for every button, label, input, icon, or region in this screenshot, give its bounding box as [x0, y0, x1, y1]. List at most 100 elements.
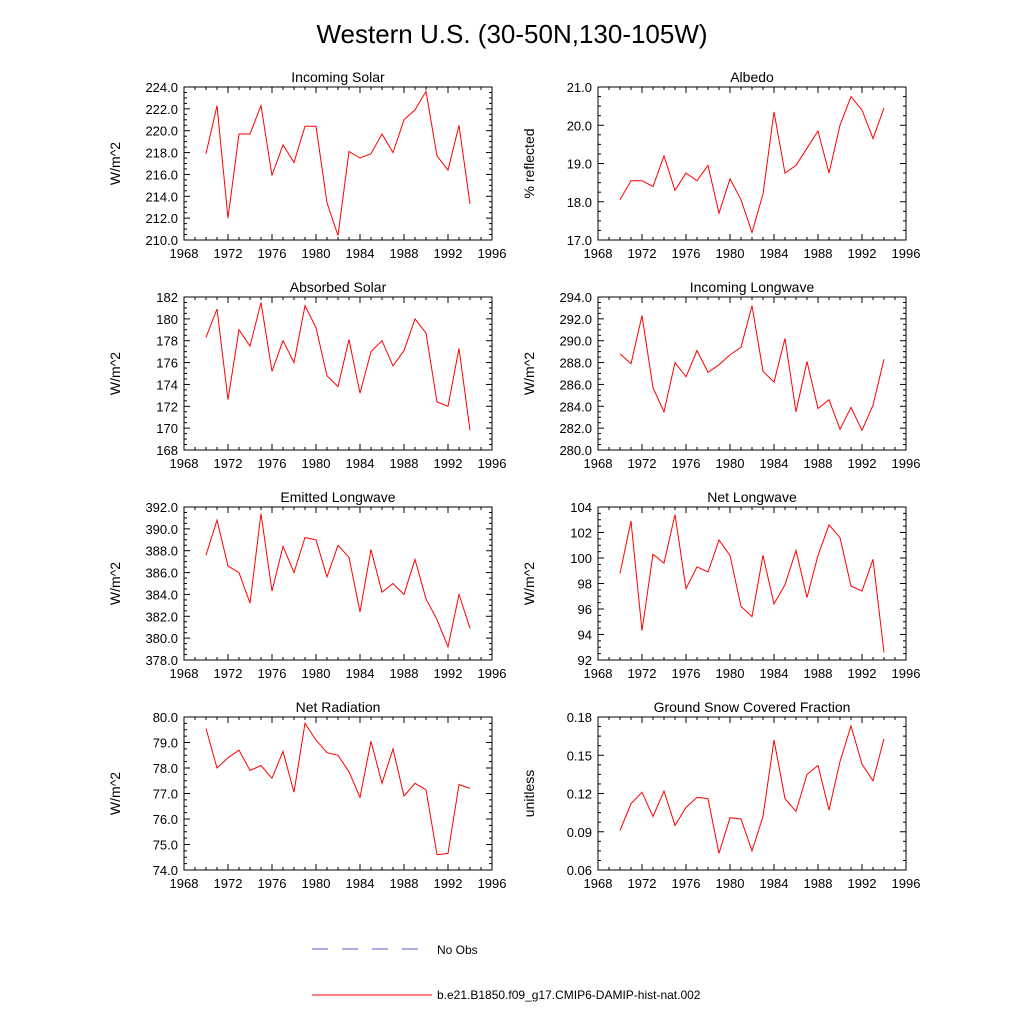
y-tick-label: 182	[156, 290, 178, 305]
x-tick-label: 1984	[760, 246, 789, 261]
y-tick-label: 386.0	[145, 566, 178, 581]
x-tick-label: 1976	[672, 666, 701, 681]
y-tick-label: 74.0	[153, 863, 178, 878]
y-tick-label: 284.0	[559, 399, 592, 414]
y-tick-label: 216.0	[145, 167, 178, 182]
y-tick-label: 218.0	[145, 146, 178, 161]
y-tick-label: 290.0	[559, 334, 592, 349]
x-tick-label: 1976	[672, 246, 701, 261]
x-tick-label: 1972	[628, 876, 657, 891]
series-line	[619, 95, 885, 235]
y-tick-label: 0.15	[567, 748, 592, 763]
y-tick-label: 180	[156, 312, 178, 327]
y-tick-label: 96	[578, 602, 592, 617]
x-tick-label: 1984	[346, 456, 375, 471]
y-tick-label: 79.0	[153, 736, 178, 751]
x-tick-label: 1992	[434, 876, 463, 891]
x-tick-label: 1996	[892, 246, 921, 261]
chart-title: Net Radiation	[296, 699, 381, 715]
x-tick-label: 1980	[716, 246, 745, 261]
y-tick-label: 178	[156, 334, 178, 349]
series-line	[205, 722, 471, 856]
x-tick-label: 1976	[258, 666, 287, 681]
series-line	[619, 724, 885, 854]
x-tick-label: 1996	[478, 666, 507, 681]
x-tick-label: 1988	[804, 456, 833, 471]
chart-title: Albedo	[730, 69, 774, 85]
y-tick-label: 280.0	[559, 443, 592, 458]
y-tick-label: 170	[156, 421, 178, 436]
y-tick-label: 102	[570, 526, 592, 541]
series-line	[619, 305, 885, 432]
y-tick-label: 0.18	[567, 710, 592, 725]
y-tick-label: 210.0	[145, 233, 178, 248]
x-tick-label: 1968	[584, 876, 613, 891]
x-tick-label: 1976	[258, 876, 287, 891]
x-tick-label: 1988	[390, 666, 419, 681]
x-tick-label: 1988	[390, 246, 419, 261]
x-tick-label: 1988	[390, 876, 419, 891]
y-tick-label: 94	[578, 628, 592, 643]
legend-obs-label: No Obs	[437, 943, 478, 957]
x-tick-label: 1996	[892, 876, 921, 891]
y-tick-label: 0.09	[567, 825, 592, 840]
y-axis-label: W/m^2	[521, 352, 537, 395]
chart-panel: 1968 1972 1976 1980 1984 1988 1992 1996 280.0 282…	[521, 279, 920, 471]
x-tick-label: 1968	[170, 246, 199, 261]
x-tick-label: 1968	[584, 456, 613, 471]
x-tick-label: 1972	[214, 876, 243, 891]
x-tick-label: 1992	[848, 246, 877, 261]
chart-panel: 1968 1972 1976 1980 1984 1988 1992 1996 168 170 17…	[107, 279, 506, 471]
y-tick-label: 21.0	[567, 80, 592, 95]
x-tick-label: 1972	[214, 246, 243, 261]
y-tick-label: 292.0	[559, 312, 592, 327]
y-axis-label: % reflected	[521, 128, 537, 198]
y-tick-label: 80.0	[153, 710, 178, 725]
y-tick-label: 384.0	[145, 587, 178, 602]
legend-model-label: b.e21.B1850.f09_g17.CMIP6-DAMIP-hist-nat…	[437, 988, 701, 1002]
x-tick-label: 1972	[628, 666, 657, 681]
y-axis-label: W/m^2	[107, 352, 123, 395]
x-tick-label: 1980	[716, 456, 745, 471]
y-tick-label: 98	[578, 577, 592, 592]
x-tick-label: 1972	[628, 246, 657, 261]
y-tick-label: 100	[570, 551, 592, 566]
y-axis-label: W/m^2	[107, 562, 123, 605]
x-tick-label: 1976	[672, 456, 701, 471]
x-tick-label: 1996	[892, 456, 921, 471]
chart-panel: 1968 1972 1976 1980 1984 1988 1992 1996 92 94 96 98…	[521, 489, 920, 681]
chart-title: Emitted Longwave	[280, 489, 395, 505]
x-tick-label: 1976	[258, 246, 287, 261]
y-tick-label: 392.0	[145, 500, 178, 515]
y-axis-label: W/m^2	[107, 772, 123, 815]
x-tick-label: 1988	[804, 876, 833, 891]
x-tick-label: 1992	[848, 876, 877, 891]
x-tick-label: 1984	[760, 876, 789, 891]
y-tick-label: 104	[570, 500, 592, 515]
y-tick-label: 380.0	[145, 631, 178, 646]
x-tick-label: 1996	[478, 876, 507, 891]
chart-panel: 1968 1972 1976 1980 1984 1988 1992 1996 210.0 212…	[107, 69, 506, 261]
chart-panel: 1968 1972 1976 1980 1984 1988 1992 1996 0.06 0.09…	[521, 699, 920, 891]
chart-panel: 1968 1972 1976 1980 1984 1988 1992 1996 74.0 75.0…	[107, 699, 506, 891]
x-tick-label: 1980	[302, 876, 331, 891]
y-tick-label: 19.0	[567, 157, 592, 172]
chart-panel: 1968 1972 1976 1980 1984 1988 1992 1996 17.0 18.0…	[521, 69, 920, 261]
y-tick-label: 286.0	[559, 377, 592, 392]
x-tick-label: 1972	[214, 666, 243, 681]
series-line	[205, 513, 471, 649]
y-tick-label: 214.0	[145, 189, 178, 204]
x-tick-label: 1968	[170, 876, 199, 891]
y-axis-label: W/m^2	[521, 562, 537, 605]
series-line	[619, 514, 885, 653]
chart-panels: 1968 1972 1976 1980 1984 1988 1992 1996 210.0 212…	[107, 69, 920, 891]
y-tick-label: 224.0	[145, 80, 178, 95]
x-tick-label: 1972	[628, 456, 657, 471]
x-tick-label: 1992	[848, 456, 877, 471]
x-tick-label: 1984	[760, 456, 789, 471]
x-tick-label: 1980	[716, 876, 745, 891]
x-tick-label: 1972	[214, 456, 243, 471]
x-tick-label: 1988	[390, 456, 419, 471]
